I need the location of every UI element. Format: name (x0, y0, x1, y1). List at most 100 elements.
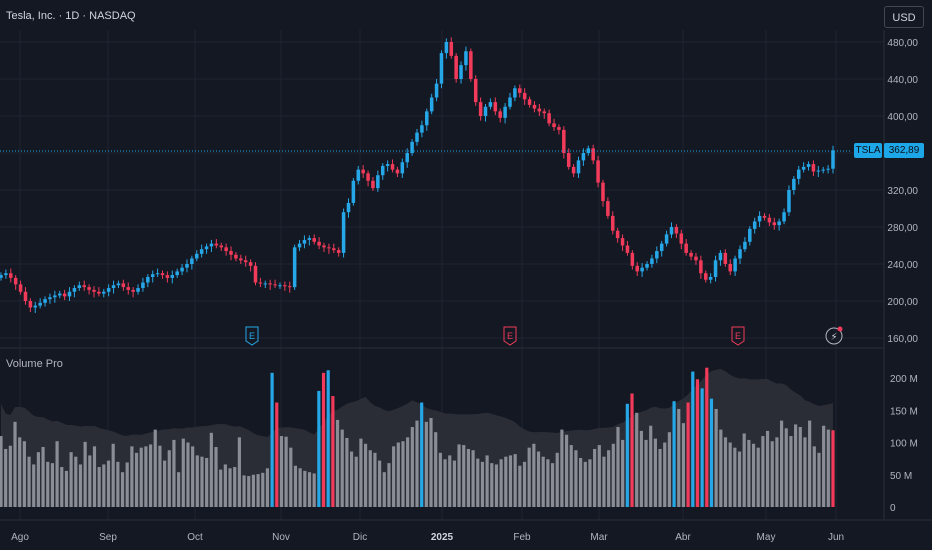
volume-bar (485, 455, 489, 507)
volume-bar (770, 441, 774, 507)
volume-bar (522, 461, 527, 507)
candle-body (302, 239, 307, 244)
symbol-price-tag: TSLA (854, 143, 882, 158)
candle-body (429, 97, 434, 112)
volume-bar (471, 450, 475, 507)
candle-body (532, 104, 537, 109)
volume-bar (92, 446, 97, 507)
volume-bar (607, 450, 611, 507)
candle-body (234, 254, 238, 259)
volume-bar (392, 446, 396, 507)
volume-bar (191, 446, 195, 507)
candle-body (831, 150, 835, 169)
volume-bar (64, 470, 69, 507)
candle-body (131, 289, 135, 292)
volume-bar (616, 427, 620, 507)
price-tick-label: 240,00 (887, 260, 918, 271)
volume-bar (798, 427, 802, 507)
candle-body (327, 247, 331, 249)
candle-body (757, 215, 762, 222)
candle-body (77, 285, 82, 289)
volume-bar (97, 467, 101, 507)
volume-bar (803, 437, 807, 507)
volume-bar (550, 463, 555, 507)
volume-tick-label: 50 M (890, 471, 912, 482)
candle-body (782, 212, 786, 222)
volume-bar (714, 408, 718, 507)
volume-bar (359, 438, 363, 507)
candle-body (165, 275, 170, 278)
volume-bar (541, 456, 545, 507)
candle-body (248, 262, 253, 266)
volume-bar (382, 472, 386, 507)
volume-bar (228, 468, 232, 507)
volume-bar (518, 465, 522, 507)
volume-bar (335, 419, 340, 507)
candle-body (141, 282, 145, 289)
volume-bar (172, 439, 176, 507)
volume-bars (0, 367, 835, 507)
time-axis-labels: Ago Sep Oct Nov Dic 2025 Feb Mar Abr May Jun (11, 532, 844, 543)
volume-bar (406, 437, 410, 507)
price-tick-label: 480,00 (887, 38, 918, 49)
volume-tick-label: 0 (890, 503, 896, 514)
volume-bar (120, 472, 125, 507)
volume-bar (826, 429, 830, 507)
volume-bar (256, 474, 260, 507)
volume-bar (200, 456, 204, 507)
candle-body (209, 243, 214, 247)
candle-body (219, 245, 223, 248)
earnings-marker (503, 326, 517, 346)
volume-bar (611, 443, 615, 507)
candle-body (806, 164, 811, 167)
candle-body (62, 293, 67, 297)
volume-bar (251, 474, 255, 507)
candle-body (576, 160, 581, 174)
candle-body (738, 249, 742, 259)
volume-bar (728, 442, 732, 507)
volume-bar (564, 434, 569, 507)
volume-bar (452, 460, 456, 507)
candle-body (116, 283, 121, 286)
candle-body (464, 51, 468, 66)
volume-bar (817, 452, 821, 507)
volume-bar (719, 429, 723, 507)
volume-bar (55, 441, 59, 507)
candle-body (146, 276, 150, 283)
price-axis-labels: 480,00440,00400,00360,00320,00280,00240,… (887, 38, 918, 345)
volume-bar (751, 443, 756, 507)
volume-bar (219, 469, 223, 507)
currency-button[interactable]: USD (884, 6, 924, 28)
volume-bar (794, 424, 798, 507)
volume-bar (424, 421, 428, 507)
volume-bar (139, 447, 143, 507)
volume-bar (317, 390, 321, 507)
candle-body (498, 111, 502, 118)
candle-body (796, 169, 801, 179)
volume-bar (588, 459, 592, 507)
candle-body (547, 113, 551, 124)
volume-bar (247, 476, 251, 507)
volume-bar (653, 438, 657, 507)
earnings-marker-label: E (249, 331, 255, 341)
volume-bar (560, 429, 564, 507)
candle-body (263, 283, 268, 285)
volume-bar (686, 402, 690, 507)
volume-bar (321, 372, 326, 507)
candle-body (542, 111, 547, 114)
volume-bar (513, 454, 517, 507)
volume-bar (307, 472, 312, 507)
candle-body (229, 251, 233, 255)
volume-bar (130, 446, 134, 507)
volume-bar (532, 443, 536, 507)
candle-body (38, 302, 42, 306)
candle-body (454, 55, 458, 79)
volume-bar (270, 372, 274, 507)
candle-body (562, 129, 566, 153)
candle-body (180, 267, 184, 272)
volume-bar (630, 393, 634, 507)
volume-bar (349, 451, 354, 507)
candle-body (708, 276, 713, 280)
volume-bar (32, 464, 36, 507)
